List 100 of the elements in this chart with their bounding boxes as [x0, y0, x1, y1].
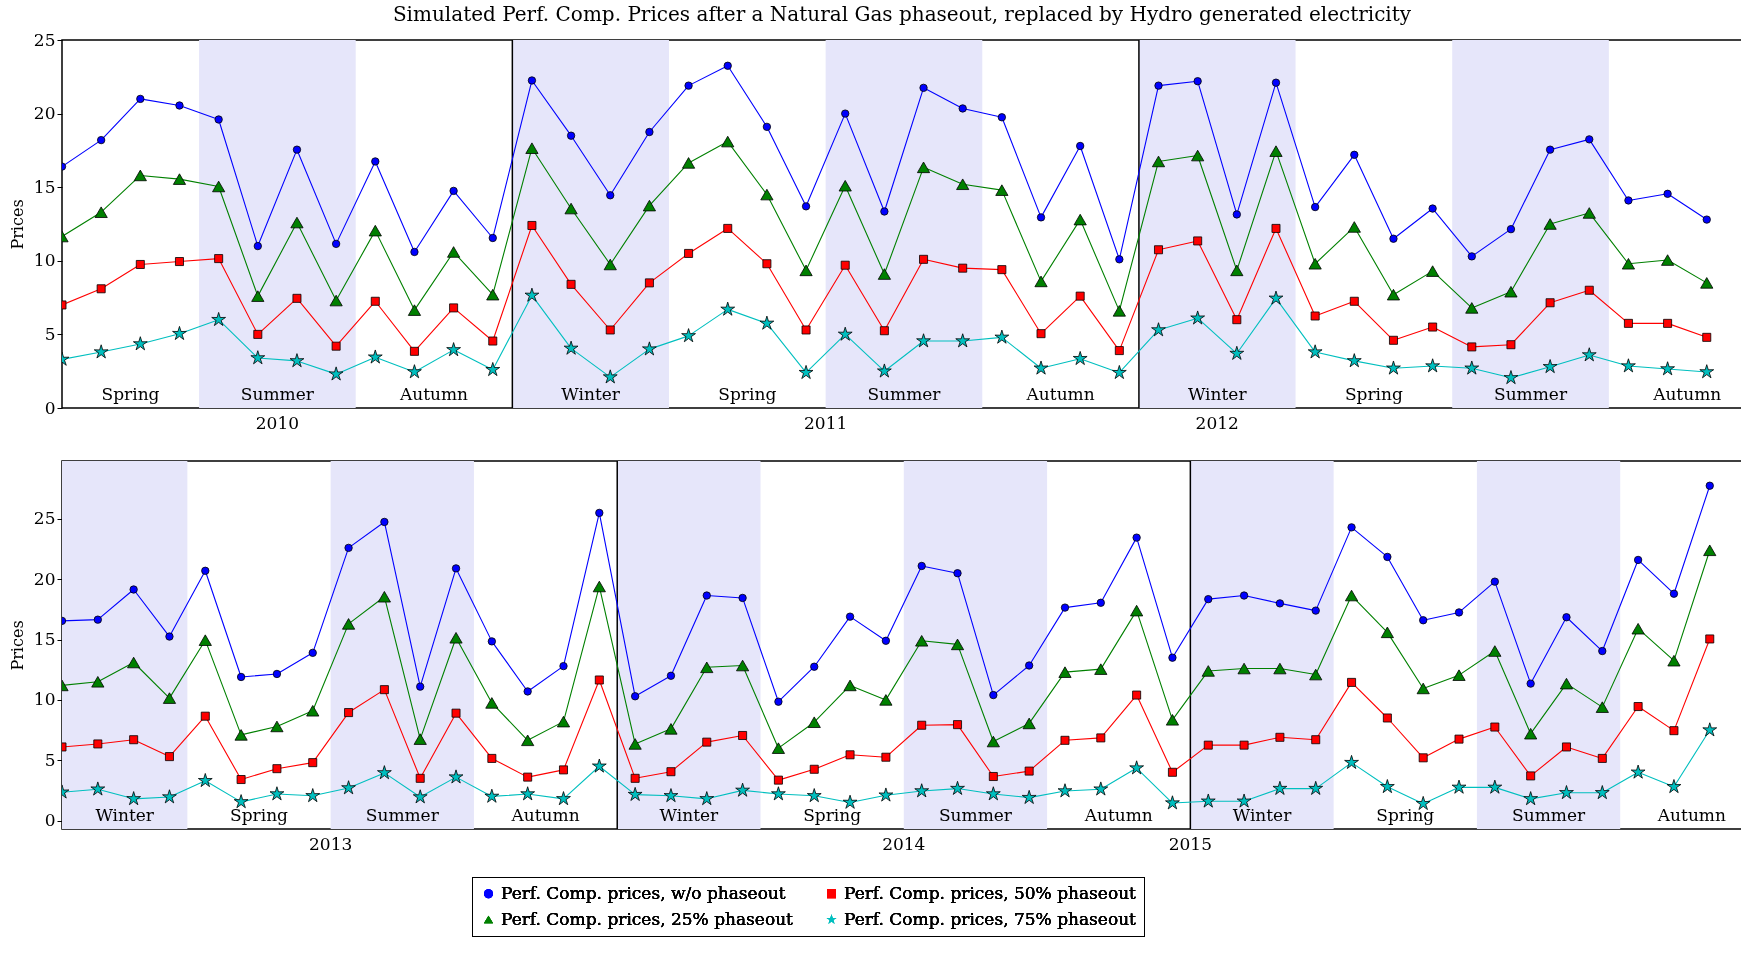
- point: [485, 362, 501, 377]
- point: [1076, 141, 1085, 151]
- annotation: Winter: [1187, 384, 1248, 404]
- y-axis-title: Prices: [7, 199, 27, 250]
- point: [1598, 646, 1607, 656]
- point: [290, 216, 304, 229]
- legend-label: Perf. Comp. prices, 50% phaseout: [844, 882, 1137, 903]
- point: [451, 708, 461, 718]
- point: [1624, 196, 1633, 205]
- point: [1075, 291, 1085, 301]
- point: [1488, 645, 1502, 657]
- point: [1416, 682, 1430, 695]
- point: [1275, 732, 1285, 742]
- point: [721, 135, 735, 148]
- point: [556, 715, 571, 728]
- y-tick-label: 5: [44, 749, 56, 770]
- point: [958, 263, 968, 273]
- point: [93, 739, 103, 749]
- point: [1581, 347, 1597, 362]
- point: [1633, 702, 1643, 711]
- point: [521, 734, 535, 747]
- point: [410, 346, 419, 356]
- point: [1661, 254, 1675, 266]
- point: [344, 708, 353, 717]
- point: [1383, 552, 1392, 562]
- point: [488, 336, 498, 346]
- point: [175, 101, 184, 110]
- point: [523, 772, 533, 782]
- point: [738, 593, 747, 603]
- point: [1350, 150, 1359, 159]
- point: [702, 591, 711, 600]
- point: [630, 773, 640, 783]
- point: [1464, 360, 1480, 375]
- point: [1702, 332, 1712, 342]
- point: [1669, 726, 1679, 736]
- point: [527, 76, 537, 85]
- annotation: Winter: [1232, 805, 1293, 825]
- point: [879, 326, 889, 336]
- point: [1229, 345, 1245, 360]
- annotation: Winter: [95, 805, 155, 825]
- point: [253, 241, 262, 251]
- point: [449, 186, 458, 195]
- y-tick-label: 5: [44, 323, 56, 344]
- point: [1112, 365, 1127, 379]
- point: [997, 265, 1007, 275]
- annotation: Spring: [1344, 384, 1403, 404]
- point: [1425, 358, 1440, 373]
- point: [986, 735, 1000, 748]
- point: [331, 341, 341, 351]
- point: [410, 247, 419, 257]
- point: [237, 672, 246, 682]
- point: [1705, 634, 1715, 644]
- point: [1454, 608, 1464, 617]
- point: [1634, 555, 1643, 565]
- point: [738, 731, 748, 740]
- text: 2011: [804, 413, 848, 433]
- point: [523, 687, 532, 696]
- point: [1452, 669, 1466, 681]
- point: [1542, 359, 1558, 374]
- point: [329, 294, 343, 307]
- point: [96, 284, 106, 294]
- y-tick-label: 15: [33, 176, 56, 197]
- annotation: Autumn: [1083, 805, 1153, 825]
- point: [1660, 361, 1675, 376]
- point: [917, 561, 926, 571]
- point: [342, 618, 356, 630]
- point: [1112, 305, 1126, 317]
- point: [380, 517, 389, 527]
- point: [877, 363, 892, 378]
- point: [1426, 265, 1440, 277]
- point: [1057, 783, 1073, 798]
- point: [487, 637, 496, 646]
- point: [1058, 666, 1072, 678]
- point: [1624, 318, 1633, 328]
- point: [1344, 754, 1359, 769]
- point: [807, 716, 821, 728]
- point: [525, 142, 539, 154]
- point: [953, 720, 962, 730]
- point: [1490, 722, 1500, 732]
- point: [1663, 318, 1673, 328]
- annotation: Spring: [230, 805, 289, 825]
- point: [97, 136, 106, 145]
- point: [449, 632, 463, 644]
- point: [1345, 589, 1359, 602]
- annotation: Spring: [803, 805, 862, 825]
- point: [1072, 351, 1088, 365]
- point: [1454, 734, 1464, 744]
- point: [684, 249, 693, 258]
- point: [175, 257, 184, 266]
- point: [1347, 677, 1356, 687]
- point: [666, 767, 676, 777]
- point: [1230, 264, 1244, 277]
- point: [1562, 613, 1571, 622]
- point: [253, 329, 263, 339]
- point: [520, 786, 535, 801]
- point: [162, 692, 176, 704]
- point: [1467, 252, 1476, 261]
- point: [415, 773, 425, 783]
- point: [1129, 760, 1144, 775]
- point: [1271, 78, 1281, 87]
